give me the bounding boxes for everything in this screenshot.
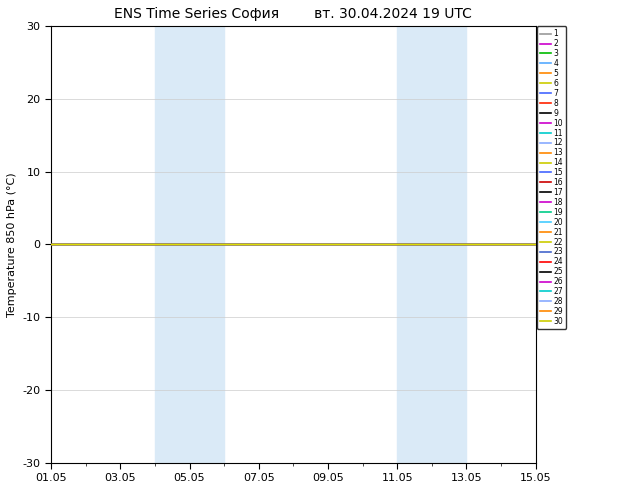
Bar <box>190 26 224 463</box>
Bar <box>155 26 190 463</box>
Bar <box>398 26 432 463</box>
Bar <box>432 26 467 463</box>
Legend: 1, 2, 3, 4, 5, 6, 7, 8, 9, 10, 11, 12, 13, 14, 15, 16, 17, 18, 19, 20, 21, 22, 2: 1, 2, 3, 4, 5, 6, 7, 8, 9, 10, 11, 12, 1… <box>537 26 566 329</box>
Y-axis label: Temperature 850 hPa (°C): Temperature 850 hPa (°C) <box>7 172 17 317</box>
Title: ENS Time Series София        вт. 30.04.2024 19 UTC: ENS Time Series София вт. 30.04.2024 19 … <box>115 7 472 21</box>
